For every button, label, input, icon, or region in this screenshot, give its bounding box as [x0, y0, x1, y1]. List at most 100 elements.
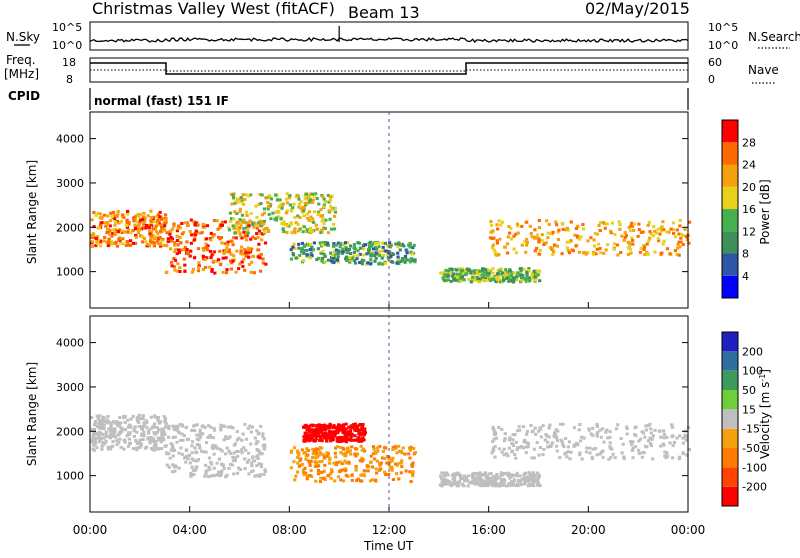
vel-echo-cell	[263, 470, 267, 473]
vel-echo-cell	[156, 447, 160, 451]
vel-echo-cell	[349, 429, 353, 433]
power-echo-cell	[255, 232, 259, 236]
power-echo-cell	[408, 241, 412, 245]
power-echo-cell	[141, 235, 145, 239]
power-echo-cell	[268, 204, 272, 208]
vel-echo-cell	[336, 475, 341, 479]
power-echo-cell	[247, 248, 251, 252]
vel-echo-cell	[408, 456, 412, 460]
power-echo-cell	[329, 204, 333, 208]
vel-echo-cell	[641, 451, 645, 455]
vel-echo-cell	[354, 438, 358, 442]
vel-echo-cell	[343, 454, 347, 458]
vel-echo-cell	[222, 466, 226, 470]
vel-echo-cell	[250, 425, 255, 429]
vel-echo-cell	[178, 422, 182, 426]
vel-echo-cell	[193, 446, 197, 450]
power-echo-cell	[219, 236, 224, 239]
vel-echo-cell	[311, 424, 315, 428]
vel-echo-cell	[315, 464, 319, 468]
power-echo-cell	[472, 275, 476, 279]
power-echo-cell	[176, 224, 181, 228]
vel-echo-cell	[163, 444, 167, 448]
power-echo-cell	[538, 279, 542, 283]
vel-echo-cell	[360, 439, 364, 443]
vel-echo-cell	[240, 451, 244, 455]
colorbar-segment	[722, 486, 738, 506]
vel-echo-cell	[394, 462, 398, 466]
vel-echo-cell	[209, 425, 213, 429]
vel-echo-cell	[254, 442, 258, 446]
power-echo-cell	[333, 210, 338, 214]
vel-echo-cell	[123, 438, 127, 442]
vel-echo-cell	[112, 420, 116, 424]
power-echo-cell	[176, 227, 180, 231]
power-echo-cell	[239, 249, 243, 253]
vel-echo-cell	[118, 431, 122, 435]
power-echo-cell	[220, 220, 224, 224]
vel-echo-cell	[317, 460, 321, 464]
vel-echo-cell	[341, 452, 345, 456]
vel-echo-cell	[136, 417, 141, 421]
power-echo-cell	[242, 227, 246, 231]
vel-echo-cell	[449, 481, 453, 485]
power-echo-cell	[464, 268, 468, 272]
vel-echo-cell	[348, 449, 352, 453]
power-echo-cell	[630, 221, 634, 225]
vel-echo-cell	[347, 425, 351, 429]
power-echo-cell	[629, 251, 633, 255]
power-echo-cell	[149, 234, 153, 238]
power-echo-cell	[297, 205, 301, 209]
power-echo-cell	[277, 205, 281, 209]
vel-echo-cell	[94, 432, 99, 436]
colorbar-frame	[721, 119, 739, 299]
power-echo-cell	[304, 192, 309, 196]
vel-echo-cell	[171, 424, 175, 428]
power-echo-cell	[315, 197, 319, 200]
vel-echo-cell	[353, 425, 357, 429]
power-echo-cell	[299, 200, 303, 204]
vel-echo-cell	[100, 432, 105, 436]
power-echo-cell	[323, 227, 327, 230]
vel-echo-cell	[153, 432, 157, 436]
power-echo-cell	[540, 239, 544, 243]
power-echo-cell	[258, 256, 262, 260]
vel-echo-cell	[506, 454, 510, 458]
vel-echo-cell	[249, 442, 253, 446]
power-echo-cell	[191, 267, 195, 271]
vel-echo-cell	[356, 429, 360, 433]
power-echo-cell	[234, 225, 239, 229]
vel-echo-cell	[182, 434, 186, 438]
vel-echo-cell	[257, 450, 261, 454]
vel-echo-cell	[491, 484, 495, 488]
vel-echo-cell	[355, 424, 359, 428]
power-echo-cell	[342, 243, 347, 247]
power-echo-cell	[210, 267, 214, 271]
vel-echo-cell	[137, 413, 141, 417]
power-echo-cell	[241, 193, 245, 197]
vel-echo-cell	[259, 473, 263, 477]
power-echo-cell	[344, 248, 348, 251]
power-echo-cell	[388, 245, 392, 249]
vel-echo-cell	[526, 445, 530, 449]
power-echo-cell	[495, 241, 499, 245]
vel-echo-cell	[591, 426, 595, 430]
vel-echo-cell	[388, 466, 393, 470]
power-echo-cell	[141, 213, 145, 217]
power-echo-cell	[516, 271, 520, 275]
vel-echo-cell	[553, 431, 557, 435]
vel-echo-cell	[548, 423, 552, 427]
power-echo-cell	[152, 235, 157, 239]
vel-echo-cell	[658, 429, 662, 433]
vel-echo-cell	[555, 436, 559, 440]
vel-echo-cell	[616, 423, 620, 427]
power-echo-cell	[622, 238, 626, 242]
vel-echo-cell	[362, 438, 366, 442]
power-echo-cell	[567, 251, 572, 255]
power-echo-cell	[455, 272, 459, 276]
vel-echo-cell	[643, 435, 647, 439]
vel-echo-cell	[443, 479, 448, 482]
power-echo-cell	[333, 206, 337, 210]
vel-echo-cell	[489, 482, 493, 486]
power-echo-cell	[250, 260, 254, 264]
